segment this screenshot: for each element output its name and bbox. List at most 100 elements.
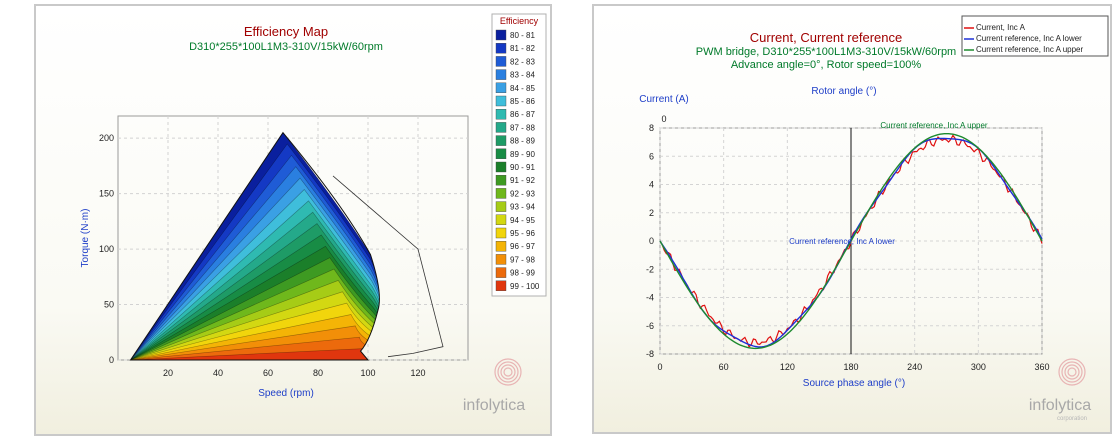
y-tick-labels: 0 50 100 150 200 <box>99 133 114 365</box>
top-axis-title: Rotor angle (°) <box>811 86 876 97</box>
annotation-upper: Current reference, Inc A upper <box>880 121 988 130</box>
y-tick--6: -6 <box>646 321 654 331</box>
efficiency-bands <box>130 132 380 361</box>
y-tick-0: 0 <box>109 355 114 365</box>
legend-swatch-0 <box>495 29 507 41</box>
legend-label-12: 92 - 93 <box>510 189 535 198</box>
legend-label-14: 94 - 95 <box>510 216 535 225</box>
legend-swatch-11 <box>495 174 507 186</box>
legend-swatch-6 <box>495 108 507 120</box>
legend-label-9: 89 - 90 <box>510 150 535 159</box>
annotation-lower: Current reference, Inc A lower <box>789 237 895 246</box>
y-tick-100: 100 <box>99 244 114 254</box>
efficiency-legend: Efficiency 80 - 81 81 - 82 82 - 83 83 - 84 8… <box>491 13 547 297</box>
x-tick-60: 60 <box>719 362 729 372</box>
x-tick-labels: 20 40 60 80 100 120 <box>163 368 426 378</box>
y-tick-200: 200 <box>99 133 114 143</box>
legend-label-7: 87 - 88 <box>510 123 535 132</box>
y-tick--8: -8 <box>646 349 654 359</box>
x-axis-title: Source phase angle (°) <box>803 378 905 389</box>
current-series <box>659 132 1043 350</box>
y-tick-0: 0 <box>649 236 654 246</box>
legend-label-15: 95 - 96 <box>510 229 535 238</box>
legend-entry-2: Current reference, Inc A lower <box>976 34 1082 43</box>
y-tick-8: 8 <box>649 123 654 133</box>
legend-swatch-19 <box>495 280 507 291</box>
x-tick-240: 240 <box>907 362 922 372</box>
y-axis-title: Torque (N·m) <box>80 209 91 268</box>
legend-label-3: 83 - 84 <box>510 71 535 80</box>
x-tick-360: 360 <box>1034 362 1049 372</box>
chart-title: Efficiency Map <box>244 24 328 39</box>
efficiency-map-panel: Efficiency Map D310*255*100L1M3-310V/15k… <box>34 4 552 436</box>
efficiency-map-chart: Efficiency Map D310*255*100L1M3-310V/15k… <box>80 13 547 414</box>
legend-swatch-1 <box>495 43 507 54</box>
legend-label-13: 93 - 94 <box>510 203 535 212</box>
logo-subtext: corporation <box>1057 416 1087 422</box>
x-tick-120: 120 <box>410 368 425 378</box>
y-tick-4: 4 <box>649 180 654 190</box>
legend-swatch-17 <box>495 254 507 265</box>
legend-swatch-2 <box>495 56 507 67</box>
legend-title: Efficiency <box>500 16 539 26</box>
legend-swatch-7 <box>495 122 507 133</box>
x-tick-180: 180 <box>843 362 858 372</box>
legend-swatch-12 <box>495 188 507 199</box>
legend-swatch-10 <box>495 161 507 173</box>
series-line-2 <box>659 132 1043 350</box>
legend-swatch-4 <box>495 82 507 94</box>
legend-label-0: 80 - 81 <box>510 31 535 40</box>
legend-swatch-13 <box>495 201 507 212</box>
chart-subtitle: D310*255*100L1M3-310V/15kW/60rpm <box>189 41 383 53</box>
legend-label-2: 82 - 83 <box>510 57 535 66</box>
legend-swatch-14 <box>495 214 507 226</box>
series-legend: Current, Inc A Current reference, Inc A … <box>961 15 1109 57</box>
x-tick-100: 100 <box>360 368 375 378</box>
legend-label-16: 96 - 97 <box>510 242 535 251</box>
x-axis-title: Speed (rpm) <box>258 388 314 399</box>
y-axis-title: Current (A) <box>639 94 688 105</box>
legend-label-5: 85 - 86 <box>510 97 535 106</box>
legend-swatch-3 <box>495 69 507 80</box>
x-tick-20: 20 <box>163 368 173 378</box>
infolytica-logo: infolytica <box>463 358 525 414</box>
legend-swatch-15 <box>495 227 507 239</box>
x-tick-60: 60 <box>263 368 273 378</box>
infolytica-logo: infolytica corporation <box>1029 358 1091 422</box>
legend-label-8: 88 - 89 <box>510 137 535 146</box>
overload-envelope <box>332 175 444 358</box>
x-tick-80: 80 <box>313 368 323 378</box>
logo-text: infolytica <box>1029 397 1091 414</box>
chart-subtitle-2: Advance angle=0°, Rotor speed=100% <box>731 59 922 71</box>
torque-envelope <box>129 131 380 361</box>
legend-swatch-5 <box>495 95 507 107</box>
y-tick--2: -2 <box>646 264 654 274</box>
legend-label-11: 91 - 92 <box>510 176 535 185</box>
logo-text: infolytica <box>463 397 525 414</box>
legend-swatch-8 <box>495 135 507 146</box>
current-chart-panel: Current, Current reference PWM bridge, D… <box>592 4 1112 434</box>
y-tick-150: 150 <box>99 189 114 199</box>
legend-label-19: 99 - 100 <box>510 282 540 291</box>
x-tick-120: 120 <box>780 362 795 372</box>
x-tick-0: 0 <box>657 362 662 372</box>
x-tick-300: 300 <box>971 362 986 372</box>
current-line-chart: Current, Current reference PWM bridge, D… <box>639 15 1109 422</box>
legend-label-17: 97 - 98 <box>510 255 535 264</box>
legend-label-18: 98 - 99 <box>510 269 535 278</box>
legend-swatch-9 <box>495 148 507 160</box>
legend-label-10: 90 - 91 <box>510 163 535 172</box>
infolytica-logo-mark <box>494 358 522 386</box>
infolytica-logo-mark <box>1058 358 1086 386</box>
y-tick-2: 2 <box>649 208 654 218</box>
y-tick-50: 50 <box>104 300 114 310</box>
x-tick-40: 40 <box>213 368 223 378</box>
top-axis-tick: 0 <box>661 114 666 124</box>
y-tick-labels: 8 6 4 2 0 -2 -4 -6 -8 <box>646 123 654 359</box>
chart-subtitle-1: PWM bridge, D310*255*100L1M3-310V/15kW/6… <box>696 46 956 58</box>
chart-title: Current, Current reference <box>750 30 902 45</box>
legend-label-4: 84 - 85 <box>510 84 535 93</box>
y-tick-6: 6 <box>649 151 654 161</box>
legend-entry-3: Current reference, Inc A upper <box>976 45 1084 54</box>
x-tick-labels: 0 60 120 180 240 300 360 <box>657 362 1049 372</box>
